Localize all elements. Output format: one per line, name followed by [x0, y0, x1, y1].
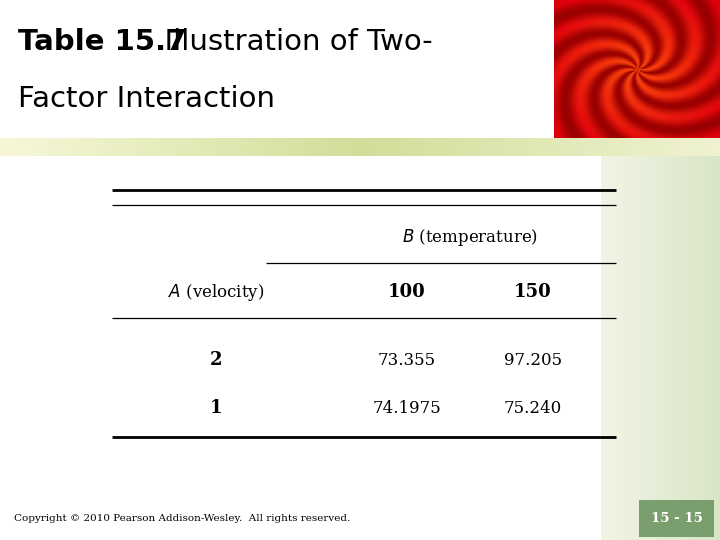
Text: 1: 1 [210, 399, 222, 417]
Text: Factor Interaction: Factor Interaction [18, 85, 275, 113]
Text: 150: 150 [514, 283, 552, 301]
Text: 73.355: 73.355 [378, 352, 436, 369]
Text: $A$ (velocity): $A$ (velocity) [168, 281, 264, 302]
Text: Illustration of Two-: Illustration of Two- [146, 28, 433, 56]
Text: 74.1975: 74.1975 [372, 400, 441, 416]
Text: Copyright © 2010 Pearson Addison-Wesley.  All rights reserved.: Copyright © 2010 Pearson Addison-Wesley.… [14, 514, 351, 523]
Text: 15 - 15: 15 - 15 [650, 512, 703, 525]
Text: 97.205: 97.205 [504, 352, 562, 369]
Text: 75.240: 75.240 [504, 400, 562, 416]
Text: 100: 100 [388, 283, 426, 301]
Text: 2: 2 [210, 352, 222, 369]
Text: Table 15.7: Table 15.7 [18, 28, 186, 56]
Text: $B$ (temperature): $B$ (temperature) [402, 227, 538, 248]
FancyBboxPatch shape [639, 500, 714, 537]
